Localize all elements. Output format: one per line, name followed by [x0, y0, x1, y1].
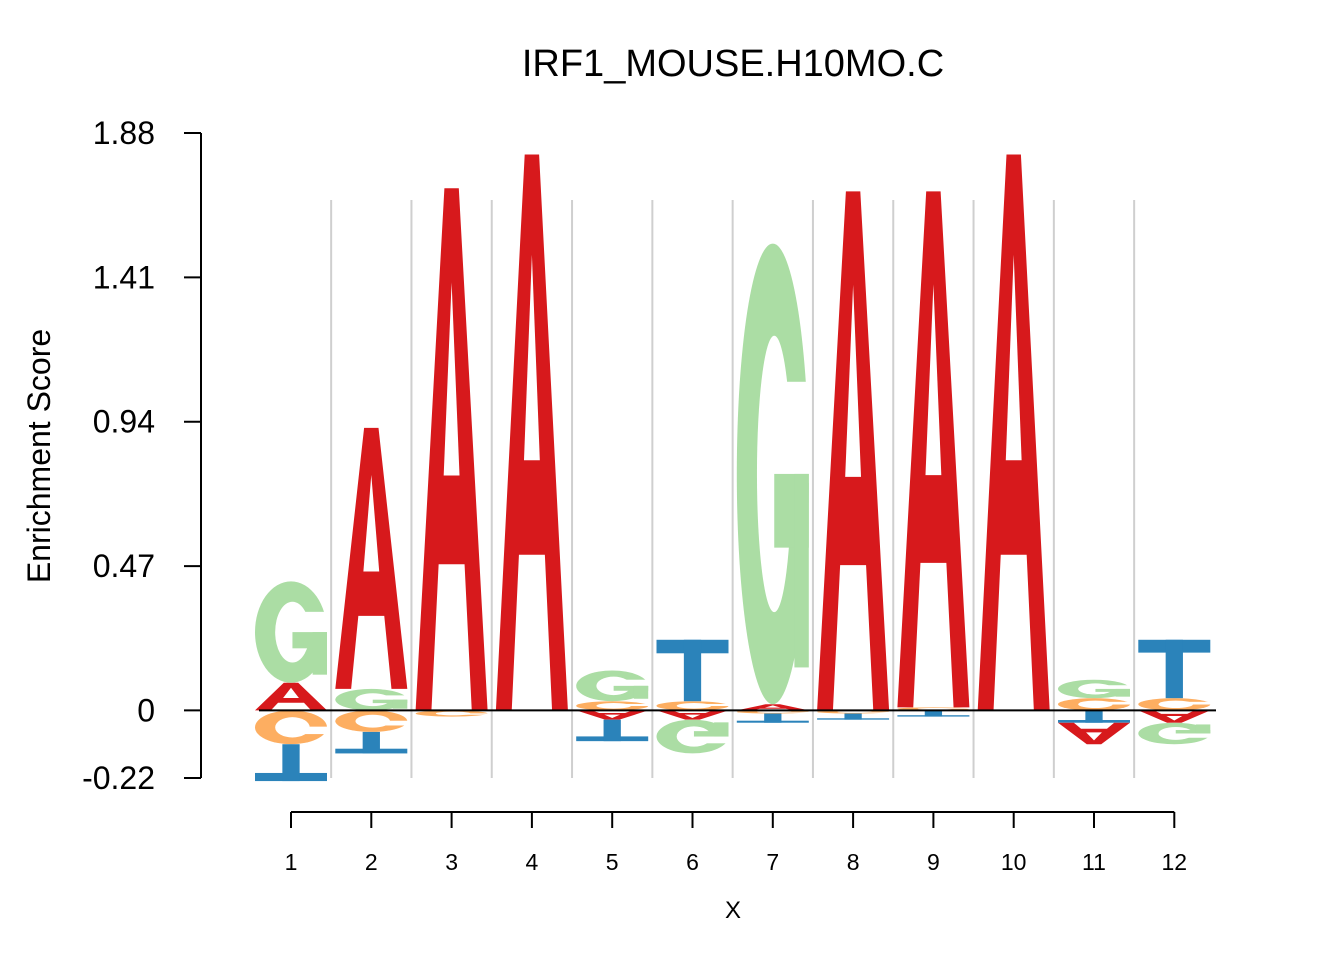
- y-tick-label: 0.47: [93, 548, 155, 584]
- logo-letter-a: [1138, 710, 1211, 723]
- logo-letter-c: [415, 710, 490, 717]
- x-tick-label: 2: [365, 849, 378, 875]
- logo-letter-a: [897, 191, 970, 708]
- logo-letter-g: [1058, 679, 1133, 699]
- logo-letter-a: [576, 710, 649, 720]
- logo-letters: [255, 154, 1213, 782]
- logo-letter-g: [736, 243, 811, 705]
- logo-letter-a: [335, 427, 408, 689]
- logo-letter-g: [335, 688, 410, 711]
- x-tick-label: 5: [606, 849, 619, 875]
- logo-letter-t: [576, 719, 649, 742]
- logo-letter-a: [255, 682, 327, 711]
- y-tick-label: 0: [137, 692, 155, 728]
- logo-letter-a: [817, 191, 890, 711]
- x-tick-label: 7: [766, 849, 779, 875]
- logo-letter-a: [656, 710, 729, 720]
- logo-letter-a: [415, 188, 488, 711]
- x-axis-label: X: [725, 897, 741, 924]
- y-tick-label: 1.88: [93, 115, 155, 151]
- logo-letter-a: [736, 704, 809, 711]
- logo-letter-t: [335, 731, 408, 754]
- logo-letter-g: [576, 670, 651, 702]
- logo-letter-a: [977, 154, 1050, 711]
- logo-letter-t: [736, 713, 809, 723]
- logo-letter-g: [1138, 722, 1213, 745]
- x-tick-label: 1: [285, 849, 298, 875]
- logo-letter-t: [255, 744, 327, 782]
- logo-letter-c: [335, 710, 410, 732]
- logo-letter-g: [656, 719, 731, 754]
- y-tick-label: 0.94: [93, 404, 155, 440]
- logo-letter-a: [1058, 722, 1130, 745]
- logo-letter-t: [817, 713, 890, 720]
- chart-title: IRF1_MOUSE.H10MO.C: [522, 43, 944, 85]
- x-tick-label: 4: [526, 849, 539, 875]
- x-tick-label: 11: [1082, 849, 1106, 875]
- logo-letter-c: [576, 701, 651, 711]
- x-axis: 1 2 3 4 5 6 7 8 9 10 11 12: [285, 811, 1188, 875]
- y-tick-label: -0.22: [82, 760, 155, 796]
- column-gridlines: [330, 200, 1136, 778]
- x-tick-label: 9: [927, 849, 940, 875]
- y-tick-label: 1.41: [93, 259, 155, 295]
- logo-letter-t: [1058, 710, 1130, 723]
- logo-letter-c: [656, 701, 731, 711]
- x-tick-label: 8: [847, 849, 860, 875]
- logo-letter-t: [897, 710, 970, 717]
- logo-letter-t: [1138, 639, 1211, 699]
- x-tick-label: 6: [686, 849, 699, 875]
- logo-letter-t: [656, 639, 729, 702]
- logo-letter-c: [1138, 698, 1213, 711]
- logo-letter-c: [255, 710, 330, 745]
- x-tick-label: 10: [1001, 849, 1027, 875]
- logo-letter-c: [1058, 698, 1133, 711]
- x-tick-label: 3: [445, 849, 458, 875]
- y-axis-label: Enrichment Score: [21, 329, 57, 583]
- x-tick-label: 12: [1162, 849, 1188, 875]
- logo-letter-a: [495, 154, 568, 711]
- y-axis: 1.88 1.41 0.94 0.47 0 -0.22: [82, 115, 202, 796]
- logo-letter-g: [255, 581, 330, 683]
